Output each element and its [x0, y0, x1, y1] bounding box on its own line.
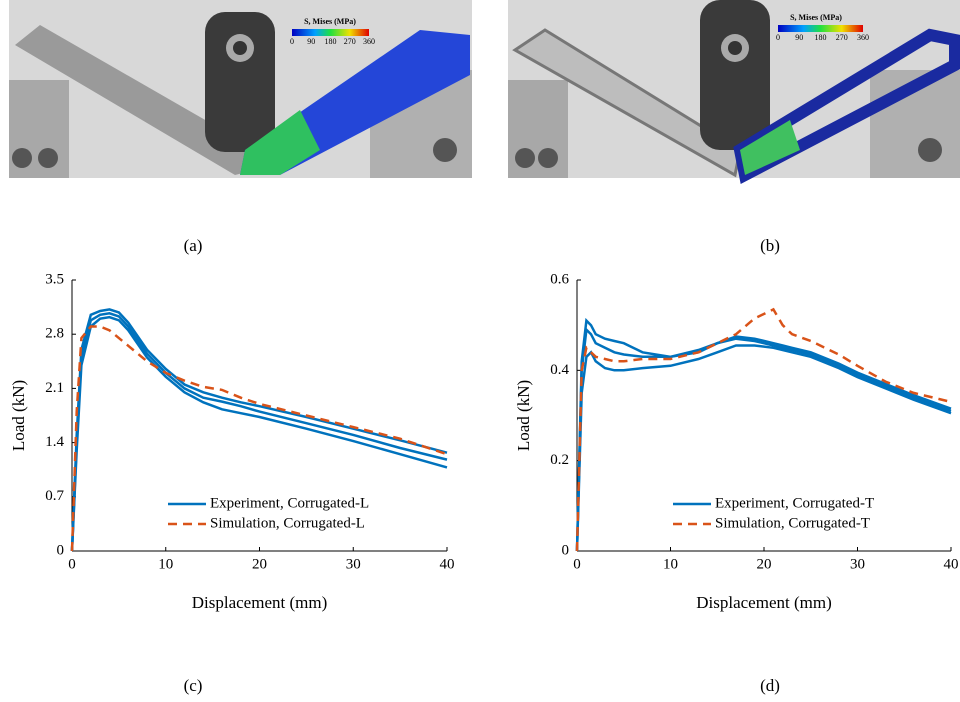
- x-axis-label: Displacement (mm): [192, 593, 328, 612]
- x-tick-label: 0: [68, 556, 76, 572]
- caption: (b): [760, 236, 780, 255]
- photo-b: [508, 0, 960, 178]
- colorbar-tick: 270: [836, 33, 848, 42]
- caption: (c): [184, 676, 203, 695]
- colorbar-title: S, Mises (MPa): [304, 17, 356, 26]
- colorbar-tick: 90: [795, 33, 803, 42]
- colorbar-title: S, Mises (MPa): [790, 13, 842, 22]
- colorbar-tick: 180: [815, 33, 827, 42]
- legend-label: Simulation, Corrugated-T: [715, 515, 870, 531]
- y-tick-label: 0.4: [550, 362, 569, 378]
- colorbar-tick: 90: [307, 37, 315, 46]
- figure: S, Mises (MPa) 0 90 180 270 360 (a) S, Mises (M…: [0, 0, 960, 702]
- x-tick-label: 10: [158, 556, 173, 572]
- x-tick-label: 30: [346, 556, 361, 572]
- y-tick-label: 0: [562, 542, 570, 558]
- colorbar-tick: 360: [363, 37, 375, 46]
- legend-label: Experiment, Corrugated-L: [210, 495, 369, 511]
- colorbar-tick: 270: [344, 37, 356, 46]
- y-tick-label: 1.4: [45, 434, 64, 450]
- y-axis-label: Load (kN): [9, 380, 28, 451]
- y-axis-label: Load (kN): [514, 380, 533, 451]
- y-tick-label: 0.2: [550, 452, 569, 468]
- x-tick-label: 40: [944, 556, 959, 572]
- legend-label: Simulation, Corrugated-L: [210, 515, 365, 531]
- caption: (d): [760, 676, 780, 695]
- y-tick-label: 3.5: [45, 271, 64, 287]
- y-tick-label: 2.8: [45, 326, 64, 342]
- x-tick-label: 20: [757, 556, 772, 572]
- y-tick-label: 0: [57, 542, 65, 558]
- caption: (a): [184, 236, 203, 255]
- x-tick-label: 20: [252, 556, 267, 572]
- legend-label: Experiment, Corrugated-T: [715, 495, 874, 511]
- y-tick-label: 0.7: [45, 488, 64, 504]
- colorbar-tick: 0: [290, 37, 294, 46]
- x-tick-label: 10: [663, 556, 678, 572]
- x-tick-label: 40: [440, 556, 455, 572]
- colorbar-tick: 180: [325, 37, 337, 46]
- colorbar-tick: 360: [857, 33, 869, 42]
- colorbar-tick: 0: [776, 33, 780, 42]
- photo-a: [9, 0, 472, 178]
- x-axis-label: Displacement (mm): [696, 593, 832, 612]
- x-tick-label: 30: [850, 556, 865, 572]
- y-tick-label: 0.6: [550, 271, 569, 287]
- y-tick-label: 2.1: [45, 380, 64, 396]
- x-tick-label: 0: [573, 556, 581, 572]
